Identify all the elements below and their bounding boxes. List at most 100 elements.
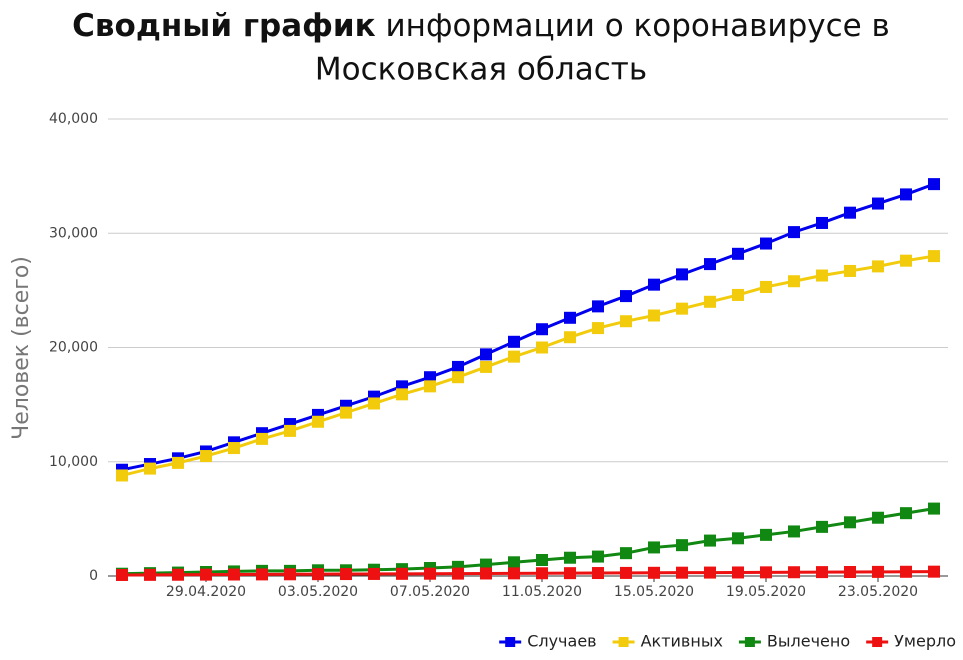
x-tick-label: 03.05.2020 bbox=[278, 584, 358, 600]
data-point bbox=[620, 566, 632, 579]
legend-marker bbox=[744, 637, 755, 647]
data-point bbox=[480, 360, 492, 373]
data-point bbox=[760, 528, 772, 541]
data-point bbox=[928, 502, 940, 515]
data-point bbox=[228, 442, 240, 455]
data-point bbox=[900, 507, 912, 520]
data-point bbox=[424, 371, 436, 384]
y-axis-label: Человек (всего) bbox=[9, 256, 34, 440]
data-point bbox=[816, 269, 828, 282]
data-point bbox=[928, 178, 940, 191]
series-line bbox=[121, 507, 935, 576]
legend: Умерло Вылечено Активных Случаев bbox=[499, 632, 956, 651]
series-line bbox=[121, 254, 935, 477]
data-point bbox=[788, 226, 800, 239]
data-point bbox=[200, 450, 212, 463]
data-point bbox=[732, 532, 744, 545]
data-point bbox=[900, 254, 912, 267]
data-point bbox=[172, 456, 184, 469]
x-tick-label: 07.05.2020 bbox=[390, 584, 470, 600]
legend-label: Активных bbox=[641, 632, 723, 651]
data-point bbox=[228, 568, 240, 581]
data-point bbox=[340, 568, 352, 581]
data-point bbox=[816, 520, 828, 533]
data-point bbox=[536, 323, 548, 336]
data-point bbox=[816, 566, 828, 579]
data-point bbox=[592, 550, 604, 563]
y-tick-label: 20,000 bbox=[49, 340, 98, 356]
data-point bbox=[676, 268, 688, 281]
data-point bbox=[760, 566, 772, 579]
data-point bbox=[564, 331, 576, 344]
data-point bbox=[872, 197, 884, 210]
data-point bbox=[648, 278, 660, 291]
data-point bbox=[508, 567, 520, 580]
data-point bbox=[452, 567, 464, 580]
data-point bbox=[844, 206, 856, 219]
chart-title-line2: Московская область bbox=[315, 52, 647, 88]
data-point bbox=[564, 551, 576, 564]
data-point bbox=[844, 516, 856, 529]
data-point bbox=[452, 371, 464, 384]
data-point bbox=[312, 568, 324, 581]
data-point bbox=[760, 237, 772, 250]
data-point bbox=[620, 315, 632, 328]
title-bold: Сводный график bbox=[72, 8, 376, 44]
y-tick-label: 10,000 bbox=[49, 454, 98, 470]
x-tick-label: 11.05.2020 bbox=[502, 584, 582, 600]
data-point bbox=[928, 565, 940, 578]
data-point bbox=[844, 566, 856, 579]
x-tick-label: 29.04.2020 bbox=[166, 584, 246, 600]
data-point bbox=[648, 309, 660, 322]
data-point bbox=[396, 567, 408, 580]
data-point bbox=[368, 567, 380, 580]
data-point bbox=[732, 566, 744, 579]
legend-marker bbox=[618, 637, 629, 647]
legend-marker bbox=[872, 637, 883, 647]
data-point bbox=[116, 469, 128, 482]
data-point bbox=[676, 539, 688, 552]
y-tick-label: 30,000 bbox=[49, 225, 98, 241]
data-point bbox=[872, 511, 884, 524]
data-point bbox=[536, 554, 548, 567]
data-point bbox=[844, 264, 856, 277]
data-point bbox=[508, 335, 520, 348]
data-point bbox=[340, 406, 352, 419]
data-point bbox=[788, 525, 800, 538]
data-point bbox=[256, 568, 268, 581]
data-point bbox=[788, 566, 800, 579]
data-point bbox=[872, 565, 884, 578]
x-tick-label: 15.05.2020 bbox=[614, 584, 694, 600]
data-point bbox=[564, 311, 576, 324]
legend-label: Случаев bbox=[527, 632, 596, 651]
y-tick-label: 40,000 bbox=[49, 111, 98, 127]
data-point bbox=[256, 432, 268, 445]
title-rest: информации о коронавирусе в bbox=[386, 8, 890, 44]
data-point bbox=[732, 288, 744, 301]
data-point bbox=[872, 260, 884, 273]
legend-label: Умерло bbox=[894, 632, 956, 651]
data-point bbox=[508, 350, 520, 363]
data-point bbox=[620, 290, 632, 303]
data-point bbox=[144, 568, 156, 581]
series-line bbox=[121, 182, 935, 472]
data-point bbox=[536, 341, 548, 354]
data-point bbox=[284, 568, 296, 581]
data-point bbox=[704, 258, 716, 271]
data-point bbox=[396, 388, 408, 401]
legend-marker bbox=[505, 637, 516, 647]
data-point bbox=[480, 567, 492, 580]
chart-title: Сводный график информации о коронавирусе… bbox=[72, 8, 890, 44]
data-point bbox=[760, 280, 772, 293]
data-point bbox=[368, 397, 380, 410]
data-point bbox=[424, 380, 436, 393]
data-point bbox=[676, 302, 688, 315]
data-point bbox=[592, 567, 604, 580]
data-point bbox=[676, 566, 688, 579]
legend-label: Вылечено bbox=[767, 632, 850, 651]
data-point bbox=[788, 275, 800, 288]
y-tick-label: 0 bbox=[89, 568, 98, 584]
data-point bbox=[536, 567, 548, 580]
data-point bbox=[452, 360, 464, 373]
